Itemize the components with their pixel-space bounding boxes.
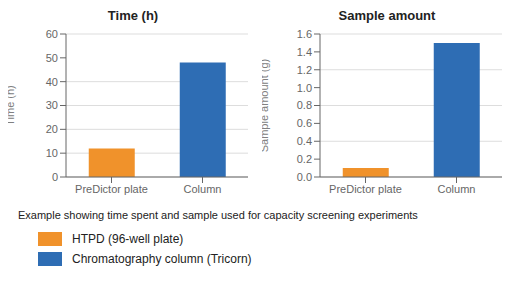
svg-text:Time (h): Time (h): [8, 85, 16, 126]
svg-text:20: 20: [46, 123, 58, 135]
svg-text:0.2: 0.2: [297, 153, 312, 165]
svg-text:Column: Column: [438, 183, 476, 195]
svg-text:10: 10: [46, 147, 58, 159]
svg-text:1.4: 1.4: [297, 46, 312, 58]
html-text:Time (h): Time (h): [107, 8, 159, 23]
svg-text:0.8: 0.8: [297, 99, 312, 111]
html-text:Chromatography column (Tricorn: Chromatography column (Tricorn): [72, 252, 252, 266]
svg-text:Sample amount (g): Sample amount (g): [262, 59, 270, 153]
html-text:Sample amount: Sample amount: [338, 8, 436, 23]
svg-text:0: 0: [52, 171, 58, 183]
svg-text:PreDictor plate: PreDictor plate: [75, 183, 148, 195]
svg-text:0.4: 0.4: [297, 135, 312, 147]
svg-text:1.6: 1.6: [297, 28, 312, 40]
svg-text:Column: Column: [184, 183, 222, 195]
svg-text:0.0: 0.0: [297, 171, 312, 183]
html-text:HTPD (96-well plate): HTPD (96-well plate): [72, 232, 184, 246]
svg-text:1.0: 1.0: [297, 82, 312, 94]
html-text:Example showing time spent and: Example showing time spent and sample us…: [18, 209, 418, 221]
svg-text:60: 60: [46, 28, 58, 40]
svg-text:0.6: 0.6: [297, 117, 312, 129]
svg-text:30: 30: [46, 99, 58, 111]
svg-text:40: 40: [46, 76, 58, 88]
svg-text:1.2: 1.2: [297, 64, 312, 76]
svg-text:50: 50: [46, 52, 58, 64]
svg-text:PreDictor plate: PreDictor plate: [329, 183, 402, 195]
